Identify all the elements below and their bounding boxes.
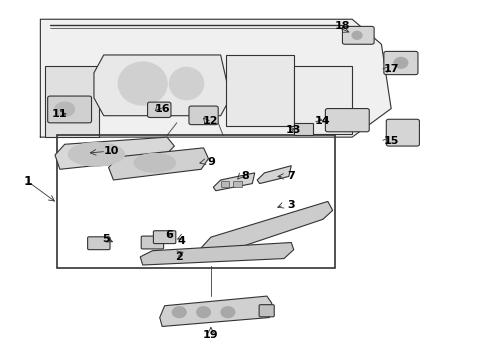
Bar: [57, 135, 335, 267]
Text: 3: 3: [288, 200, 295, 210]
Polygon shape: [294, 66, 352, 134]
Text: 6: 6: [166, 230, 173, 240]
Ellipse shape: [118, 62, 167, 105]
Text: 4: 4: [178, 236, 186, 246]
Text: 14: 14: [315, 116, 331, 126]
Ellipse shape: [197, 307, 210, 318]
Polygon shape: [40, 19, 391, 137]
Text: 10: 10: [103, 147, 119, 157]
Polygon shape: [140, 243, 294, 265]
FancyBboxPatch shape: [386, 119, 419, 146]
Polygon shape: [55, 137, 174, 169]
Ellipse shape: [352, 31, 362, 39]
FancyBboxPatch shape: [48, 96, 92, 123]
Text: 15: 15: [384, 136, 399, 146]
Ellipse shape: [172, 307, 186, 318]
Ellipse shape: [134, 154, 175, 172]
Text: 2: 2: [175, 252, 183, 262]
Ellipse shape: [69, 143, 124, 166]
FancyBboxPatch shape: [343, 26, 374, 44]
Polygon shape: [45, 66, 99, 137]
Polygon shape: [294, 123, 313, 135]
FancyBboxPatch shape: [147, 102, 171, 117]
Bar: [233, 181, 242, 187]
Text: 5: 5: [102, 234, 110, 244]
Ellipse shape: [394, 58, 408, 68]
Polygon shape: [94, 55, 230, 116]
Text: 11: 11: [52, 109, 68, 119]
Text: 13: 13: [286, 125, 301, 135]
FancyBboxPatch shape: [189, 106, 218, 125]
Text: 17: 17: [383, 64, 399, 74]
Text: 1: 1: [24, 175, 32, 188]
Text: 7: 7: [288, 171, 295, 181]
Ellipse shape: [221, 307, 235, 318]
Text: 12: 12: [203, 116, 219, 126]
Polygon shape: [160, 296, 272, 327]
FancyBboxPatch shape: [384, 51, 418, 75]
Bar: [220, 181, 229, 187]
FancyBboxPatch shape: [88, 237, 110, 249]
Ellipse shape: [55, 102, 74, 116]
FancyBboxPatch shape: [259, 305, 274, 317]
FancyBboxPatch shape: [141, 236, 164, 249]
FancyBboxPatch shape: [325, 109, 369, 132]
Polygon shape: [213, 173, 255, 191]
Text: 16: 16: [154, 104, 170, 113]
Text: 8: 8: [241, 171, 249, 181]
Polygon shape: [257, 166, 291, 184]
Text: 9: 9: [207, 157, 215, 167]
Text: 18: 18: [335, 21, 350, 31]
Polygon shape: [225, 55, 294, 126]
Text: 19: 19: [203, 330, 219, 341]
Polygon shape: [201, 202, 333, 258]
Ellipse shape: [170, 67, 203, 100]
FancyBboxPatch shape: [153, 231, 176, 244]
Polygon shape: [109, 148, 208, 180]
